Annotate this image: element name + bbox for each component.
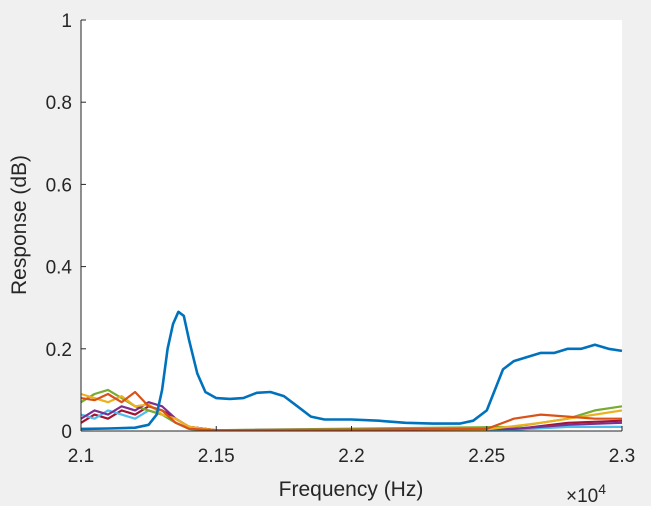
y-tick-label: 0.4 bbox=[46, 258, 73, 279]
series-line-1 bbox=[80, 310, 623, 431]
axes-layer: 2.1 2.15 2.2 2.25 2.3 0 0.2 0.4 0.6 0.8 1 bbox=[46, 11, 636, 467]
series-line-3 bbox=[80, 392, 623, 432]
x-tick-label: 2.3 bbox=[609, 446, 635, 467]
y-tick-label: 1 bbox=[61, 11, 72, 32]
y-tick-label: 0 bbox=[61, 422, 72, 443]
y-tick-label: 0.2 bbox=[46, 340, 72, 361]
x-tick-label: 2.2 bbox=[338, 446, 364, 467]
y-tick-label: 0.8 bbox=[46, 93, 72, 114]
x-exponent-power: 4 bbox=[598, 481, 606, 497]
y-axis-label: Response (dB) bbox=[8, 155, 31, 295]
series-layer bbox=[80, 310, 623, 432]
series-line-4 bbox=[80, 401, 623, 432]
x-exponent-label: ×104 bbox=[566, 481, 606, 506]
series-line-2 bbox=[80, 390, 622, 432]
plot-area bbox=[81, 20, 622, 431]
x-tick-label: 2.15 bbox=[198, 446, 235, 467]
x-tick-label: 2.25 bbox=[468, 446, 505, 467]
x-tick-label: 2.1 bbox=[68, 446, 94, 467]
x-axis-label: Frequency (Hz) bbox=[279, 478, 424, 501]
x-exponent-base: ×10 bbox=[566, 486, 598, 506]
y-tick-label: 0.6 bbox=[46, 175, 72, 196]
